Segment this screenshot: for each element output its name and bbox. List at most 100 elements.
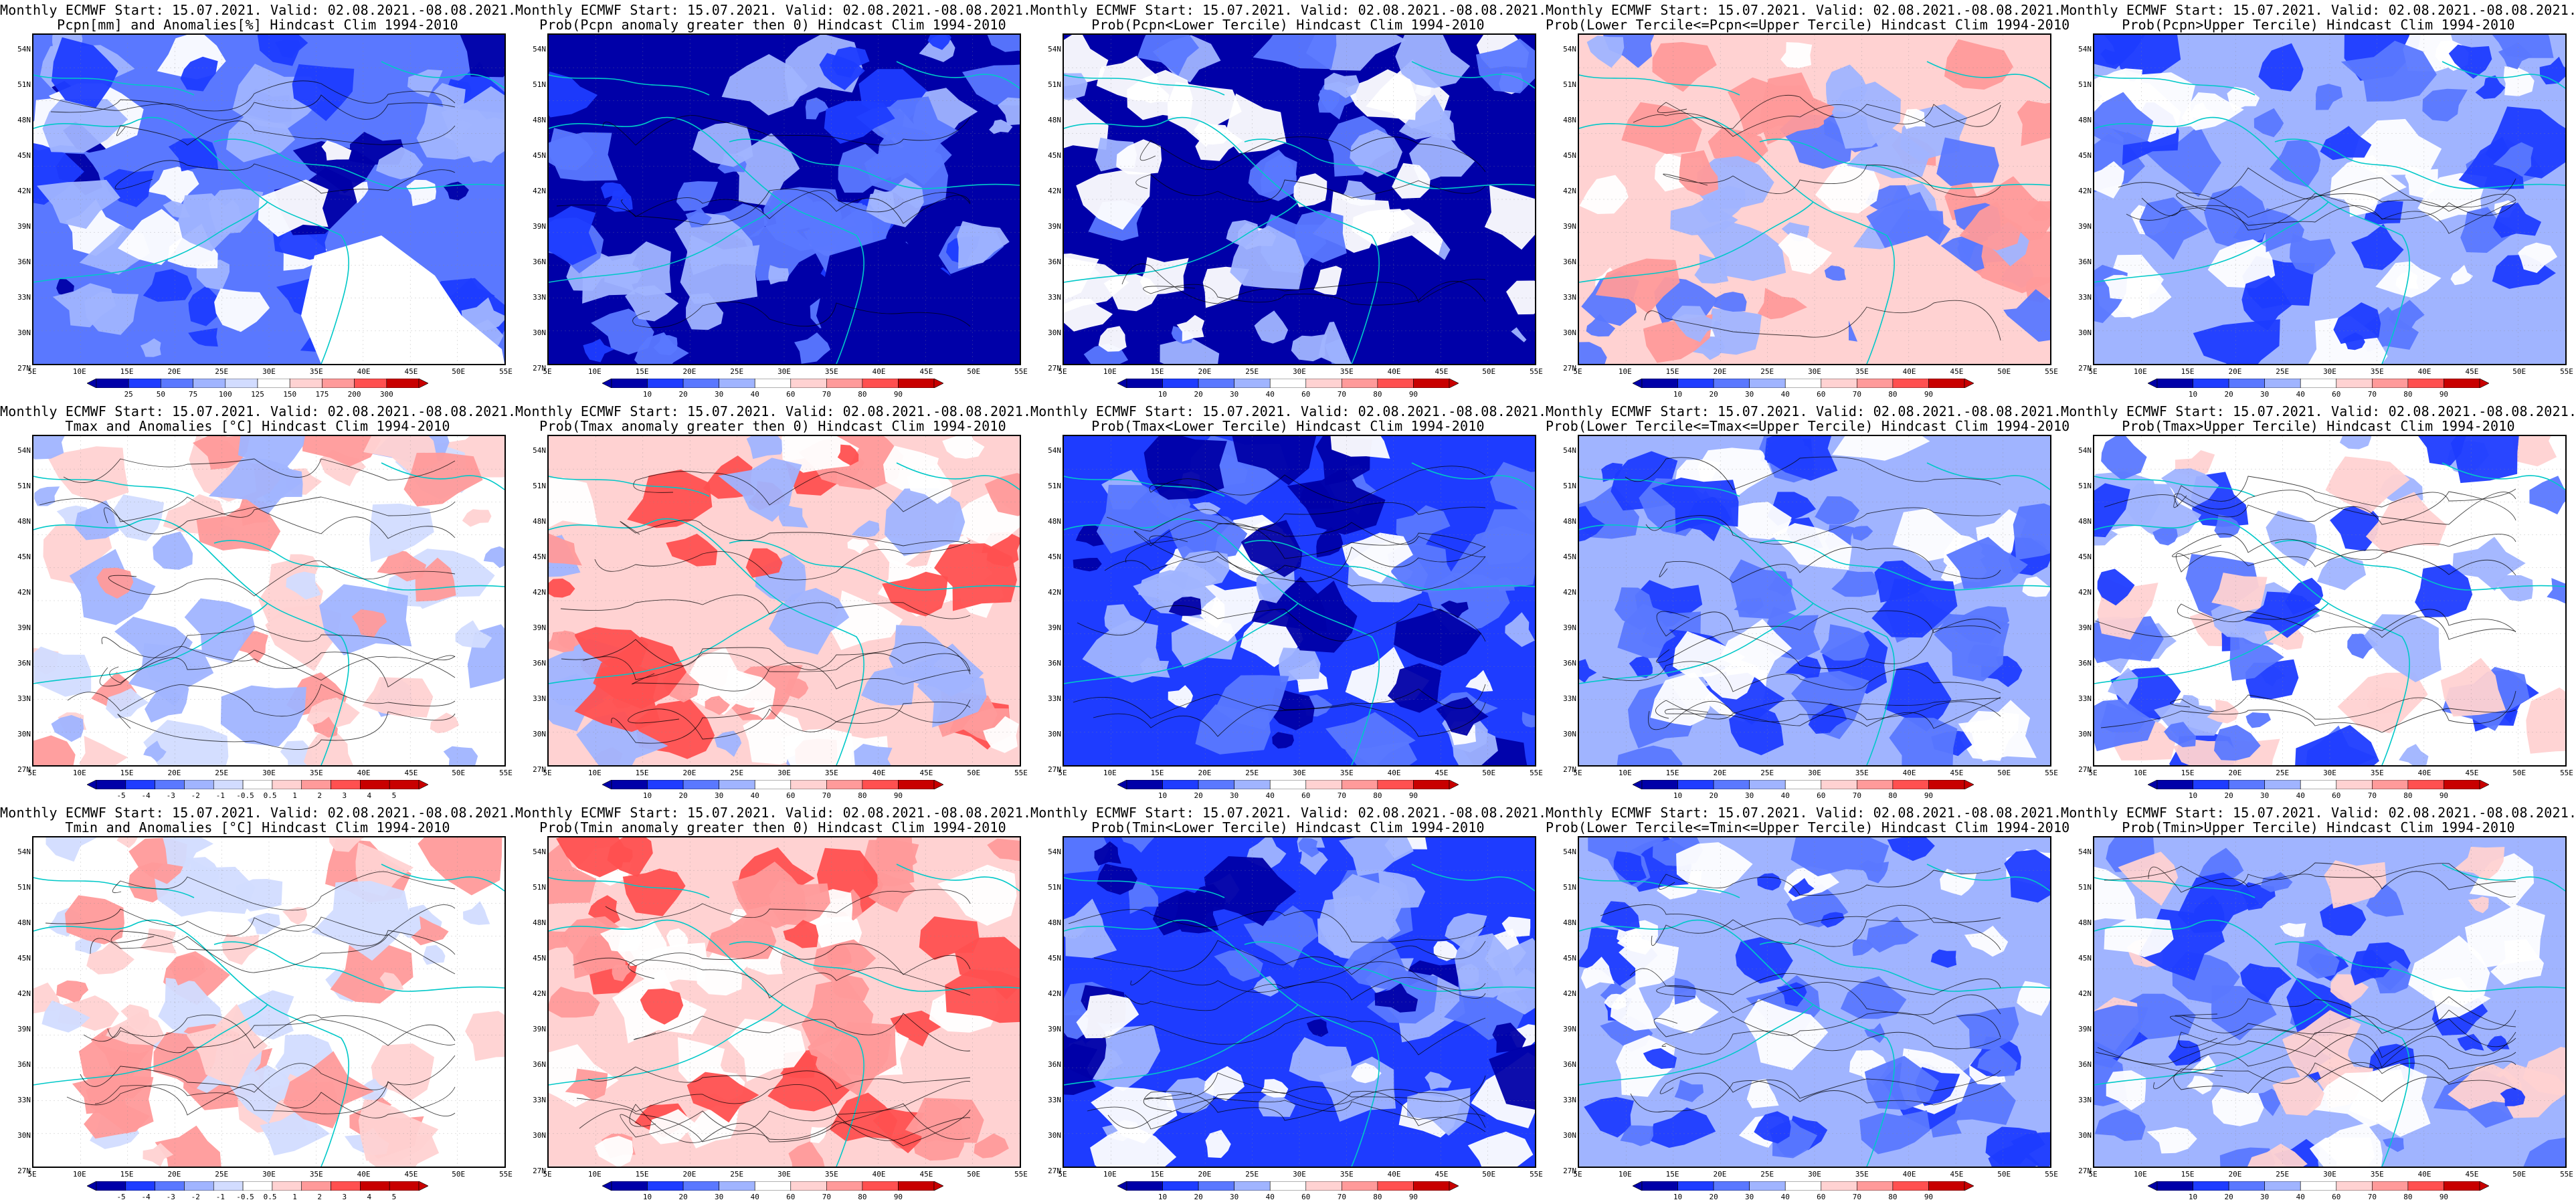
map-field — [33, 35, 504, 364]
latitude-label: 33N — [533, 1096, 546, 1104]
longitude-label: 55E — [2560, 367, 2573, 376]
colorbar-tick-label: 90 — [2439, 791, 2449, 800]
colorbar-swatch — [1198, 1181, 1234, 1191]
colorbar-swatch — [213, 780, 244, 789]
longitude-label: 20E — [682, 1170, 697, 1179]
longitude-label: 45E — [919, 1170, 933, 1179]
longitude-label: 35E — [309, 1170, 323, 1179]
colorbar-tick-label: 30 — [1230, 390, 1239, 399]
latitude-label: 42N — [533, 588, 546, 597]
colorbar-swatch — [2156, 780, 2193, 789]
colorbar-tick-label: 30 — [1745, 791, 1754, 800]
latitude-label: 45N — [2078, 151, 2092, 160]
forecast-map — [1063, 33, 1536, 365]
colorbar — [2148, 780, 2489, 789]
forecast-map — [1063, 435, 1536, 767]
latitude-label: 36N — [2078, 1060, 2092, 1069]
colorbar-swatch — [826, 379, 863, 388]
latitude-label: 48N — [17, 116, 31, 124]
longitude-label: 5E — [2088, 367, 2098, 376]
colorbar-tick-label: 70 — [1337, 390, 1346, 399]
colorbar-tick-label: 80 — [2403, 390, 2413, 399]
longitude-label: 10E — [587, 1170, 602, 1179]
latitude-label: 51N — [1048, 482, 1061, 490]
colorbar-tick-label: 20 — [678, 1193, 688, 1201]
longitude-label: 25E — [1245, 1170, 1259, 1179]
colorbar-tick-label: 90 — [2439, 1193, 2449, 1201]
latitude-label: 42N — [17, 989, 31, 998]
colorbar-tick-label: 300 — [379, 390, 393, 399]
colorbar-swatch — [301, 1181, 331, 1191]
colorbar-swatch — [1413, 379, 1450, 388]
panel-title-line-2: Prob(Tmin>Upper Tercile) Hindcast Clim 1… — [2122, 819, 2515, 835]
longitude-label: 55E — [1014, 1170, 1028, 1179]
colorbar-tick-label: 30 — [2260, 1193, 2270, 1201]
longitude-label: 45E — [2465, 769, 2479, 777]
colorbar-tick-label: 90 — [1924, 791, 1934, 800]
colorbar-tick-label: 90 — [1924, 390, 1934, 399]
latitude-label: 39N — [17, 222, 31, 231]
colorbar-tick-label: 20 — [678, 390, 688, 399]
colorbar-tick-label: -2 — [191, 791, 200, 800]
latitude-label: 36N — [1563, 659, 1576, 668]
panel-title-line-2: Prob(Tmin anomaly greater then 0) Hindca… — [539, 819, 1006, 835]
colorbar-tick-label: -3 — [166, 1193, 175, 1201]
latitude-label: 30N — [2078, 328, 2092, 337]
latitude-label: 27N — [2078, 1167, 2092, 1175]
latitude-label: 27N — [1563, 1167, 1576, 1175]
latitude-label: 39N — [1563, 222, 1576, 231]
map-field — [1064, 837, 1535, 1167]
forecast-panel: Monthly ECMWF Start: 15.07.2021. Valid: … — [515, 803, 1031, 1204]
panel-title-line-2: Prob(Pcpn<Lower Tercile) Hindcast Clim 1… — [1091, 17, 1485, 33]
latitude-label: 54N — [533, 446, 546, 455]
longitude-label: 5E — [27, 769, 37, 777]
longitude-label: 10E — [2133, 367, 2147, 376]
longitude-label: 10E — [1103, 367, 1117, 376]
colorbar-swatch — [2193, 379, 2229, 388]
colorbar-swatch — [1413, 780, 1450, 789]
latitude-label: 45N — [17, 151, 31, 160]
longitude-label: 45E — [404, 769, 418, 777]
colorbar-swatch — [331, 780, 361, 789]
colorbar-tick-label: 80 — [1373, 791, 1382, 800]
latitude-label: 27N — [17, 364, 31, 373]
longitude-label: 45E — [1950, 769, 1964, 777]
latitude-label: 27N — [533, 364, 546, 373]
colorbar-tick-label: 80 — [1888, 1193, 1898, 1201]
colorbar-swatch — [128, 379, 161, 388]
map-field — [33, 436, 504, 765]
latitude-label: 51N — [17, 80, 31, 89]
longitude-label: 10E — [1103, 769, 1117, 777]
colorbar-swatch — [2444, 379, 2480, 388]
colorbar-tick-label: 80 — [2403, 1193, 2413, 1201]
colorbar — [87, 780, 428, 789]
latitude-label: 45N — [17, 553, 31, 561]
latitude-label: 51N — [2078, 80, 2092, 89]
latitude-label: 45N — [2078, 954, 2092, 963]
colorbar-tick-label: 40 — [1265, 791, 1275, 800]
colorbar-swatch — [1928, 780, 1965, 789]
colorbar-swatch — [289, 379, 323, 388]
longitude-label: 5E — [2088, 769, 2098, 777]
colorbar-tick-label: 40 — [1780, 1193, 1790, 1201]
colorbar-tick-label: 10 — [1673, 1193, 1683, 1201]
forecast-map — [547, 836, 1021, 1168]
longitude-label: 25E — [215, 367, 229, 376]
longitude-label: 55E — [499, 769, 513, 777]
latitude-label: 45N — [533, 954, 546, 963]
colorbar — [87, 1181, 428, 1191]
latitude-label: 48N — [1048, 918, 1061, 927]
forecast-panel: Monthly ECMWF Start: 15.07.2021. Valid: … — [1030, 0, 1546, 401]
panel-title-line-2: Pcpn[mm] and Anomalies[%] Hindcast Clim … — [57, 17, 458, 33]
colorbar-swatch — [611, 379, 648, 388]
colorbar-swatch — [1713, 379, 1750, 388]
panel-title-line-2: Prob(Lower Tercile<=Tmax<=Upper Tercile)… — [1546, 418, 2070, 434]
colorbar-swatch — [125, 1181, 155, 1191]
colorbar-tick-label: -0.5 — [236, 1193, 254, 1201]
longitude-label: 5E — [27, 1170, 37, 1179]
longitude-label: 55E — [499, 367, 513, 376]
colorbar-swatch — [682, 379, 719, 388]
colorbar-swatch — [1377, 379, 1414, 388]
panel-title-line-1: Monthly ECMWF Start: 15.07.2021. Valid: … — [2061, 403, 2576, 419]
